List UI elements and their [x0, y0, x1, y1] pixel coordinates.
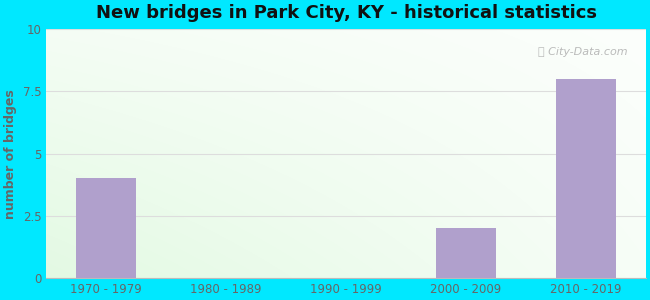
Bar: [556, 79, 616, 278]
Bar: [436, 228, 496, 278]
Text: ⓘ City-Data.com: ⓘ City-Data.com: [538, 47, 628, 57]
Bar: [76, 178, 136, 278]
Y-axis label: number of bridges: number of bridges: [4, 89, 17, 218]
Title: New bridges in Park City, KY - historical statistics: New bridges in Park City, KY - historica…: [96, 4, 597, 22]
